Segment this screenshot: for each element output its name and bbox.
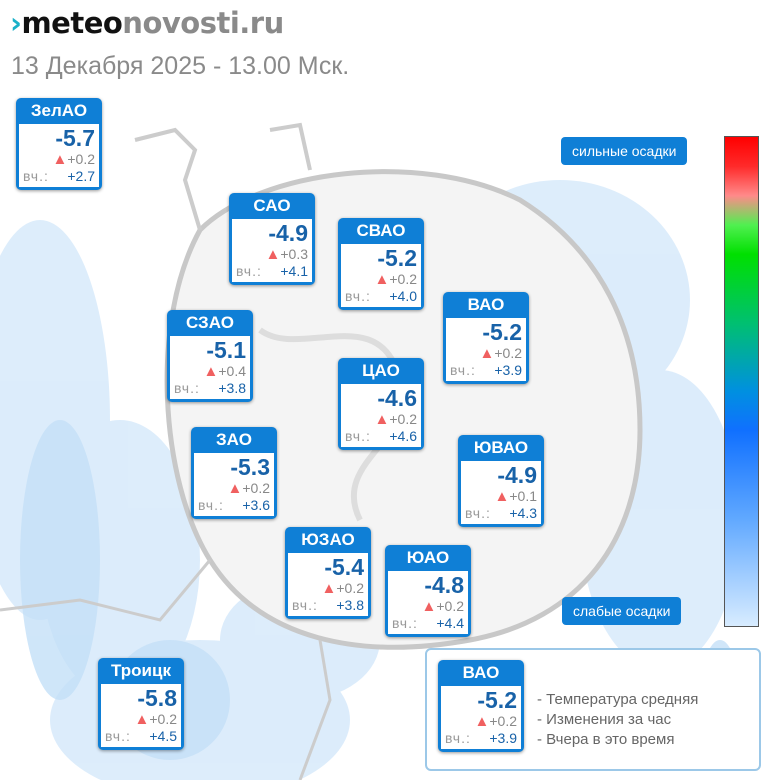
triangle-up-icon: ▲ — [52, 151, 68, 168]
temperature: -5.8 — [137, 685, 177, 711]
triangle-up-icon: ▲ — [421, 598, 437, 615]
hourly-change: +0.2 — [242, 480, 270, 496]
yesterday-label: вч.: — [236, 263, 262, 279]
yesterday-diff: +3.6 — [242, 497, 270, 513]
district-card: СВАО -5.2 ▲+0.2 вч.: +4.0 — [338, 218, 424, 310]
temperature: -5.2 — [477, 687, 517, 713]
district-card: ЮАО -4.8 ▲+0.2 вч.: +4.4 — [385, 545, 471, 637]
temperature: -5.1 — [206, 337, 246, 363]
district-card: ЗАО -5.3 ▲+0.2 вч.: +3.6 — [191, 427, 277, 519]
district-name: ЮЗАО — [301, 530, 355, 549]
district-card: ЦАО -4.6 ▲+0.2 вч.: +4.6 — [338, 358, 424, 450]
logo-mark-icon: › — [10, 6, 22, 40]
district-card: САО -4.9 ▲+0.3 вч.: +4.1 — [229, 193, 315, 285]
district-name: САО — [253, 196, 291, 215]
site-logo[interactable]: ›meteonovosti.ru — [10, 6, 284, 40]
temperature: -4.9 — [497, 462, 537, 488]
yesterday-label: вч.: — [345, 428, 371, 444]
temperature: -4.9 — [268, 220, 308, 246]
temperature: -5.2 — [377, 245, 417, 271]
hourly-change: +0.2 — [67, 151, 95, 167]
hourly-change: +0.4 — [218, 363, 246, 379]
district-name: Троицк — [111, 661, 171, 680]
legend-line: - Температура средняя — [537, 691, 699, 708]
yesterday-label: вч.: — [450, 362, 476, 378]
yesterday-label: вч.: — [174, 380, 200, 396]
temperature: -5.2 — [482, 319, 522, 345]
hourly-change: +0.3 — [280, 246, 308, 262]
yesterday-label: вч.: — [292, 597, 318, 613]
hourly-change: +0.1 — [509, 488, 537, 504]
yesterday-label: вч.: — [345, 288, 371, 304]
district-name: ЗелАО — [30, 101, 88, 120]
temperature: -4.8 — [424, 572, 464, 598]
district-card: ЮВАО -4.9 ▲+0.1 вч.: +4.3 — [458, 435, 544, 527]
district-card: ЗелАО -5.7 ▲+0.2 вч.: +2.7 — [16, 98, 102, 190]
district-card: СЗАО -5.1 ▲+0.4 вч.: +3.8 — [167, 310, 253, 402]
yesterday-label: вч.: — [392, 615, 418, 631]
yesterday-diff: +4.3 — [509, 505, 537, 521]
report-date: 13 Декабря 2025 - 13.00 Мск. — [11, 52, 350, 80]
district-name: СЗАО — [186, 313, 234, 332]
triangle-up-icon: ▲ — [374, 411, 390, 428]
yesterday-diff: +3.8 — [218, 380, 246, 396]
yesterday-diff: +4.4 — [436, 615, 464, 631]
hourly-change: +0.2 — [336, 580, 364, 596]
scale-label-heavy: сильные осадки — [561, 137, 688, 165]
triangle-up-icon: ▲ — [227, 480, 243, 497]
hourly-change: +0.2 — [494, 345, 522, 361]
triangle-up-icon: ▲ — [203, 363, 219, 380]
temperature: -5.3 — [230, 454, 270, 480]
yesterday-label: вч.: — [23, 168, 49, 184]
yesterday-diff: +4.6 — [389, 428, 417, 444]
legend-line: - Изменения за час — [537, 711, 672, 728]
district-name: ЮАО — [406, 548, 450, 567]
legend-line: - Вчера в это время — [537, 731, 675, 748]
temperature: -4.6 — [377, 385, 417, 411]
triangle-up-icon: ▲ — [479, 345, 495, 362]
district-name: ВАО — [462, 663, 500, 682]
temperature: -5.7 — [55, 125, 95, 151]
yesterday-label: вч.: — [445, 730, 471, 746]
district-card: ЮЗАО -5.4 ▲+0.2 вч.: +3.8 — [285, 527, 371, 619]
yesterday-diff: +3.8 — [336, 597, 364, 613]
hourly-change: +0.2 — [149, 711, 177, 727]
district-name: ЦАО — [362, 361, 400, 380]
district-card: Троицк -5.8 ▲+0.2 вч.: +4.5 — [98, 658, 184, 750]
triangle-up-icon: ▲ — [134, 711, 150, 728]
hourly-change: +0.2 — [489, 713, 517, 729]
temperature: -5.4 — [324, 554, 364, 580]
triangle-up-icon: ▲ — [474, 713, 490, 730]
triangle-up-icon: ▲ — [374, 271, 390, 288]
yesterday-label: вч.: — [465, 505, 491, 521]
yesterday-diff: +3.9 — [494, 362, 522, 378]
triangle-up-icon: ▲ — [321, 580, 337, 597]
yesterday-label: вч.: — [105, 728, 131, 744]
precipitation-scale-bar — [724, 136, 759, 627]
district-name: ЮВАО — [473, 438, 529, 457]
yesterday-diff: +2.7 — [67, 168, 95, 184]
district-card: ВАО -5.2 ▲+0.2 вч.: +3.9 — [443, 292, 529, 384]
yesterday-label: вч.: — [198, 497, 224, 513]
district-name: ВАО — [467, 295, 505, 314]
hourly-change: +0.2 — [389, 411, 417, 427]
yesterday-diff: +4.0 — [389, 288, 417, 304]
triangle-up-icon: ▲ — [494, 488, 510, 505]
scale-label-light: слабые осадки — [562, 597, 682, 625]
hourly-change: +0.2 — [389, 271, 417, 287]
yesterday-diff: +3.9 — [489, 730, 517, 746]
hourly-change: +0.2 — [436, 598, 464, 614]
triangle-up-icon: ▲ — [265, 246, 281, 263]
district-name: ЗАО — [216, 430, 252, 449]
yesterday-diff: +4.1 — [280, 263, 308, 279]
legend-sample-card: ВАО -5.2 ▲+0.2 вч.: +3.9 — [438, 660, 524, 752]
district-name: СВАО — [356, 221, 406, 240]
yesterday-diff: +4.5 — [149, 728, 177, 744]
